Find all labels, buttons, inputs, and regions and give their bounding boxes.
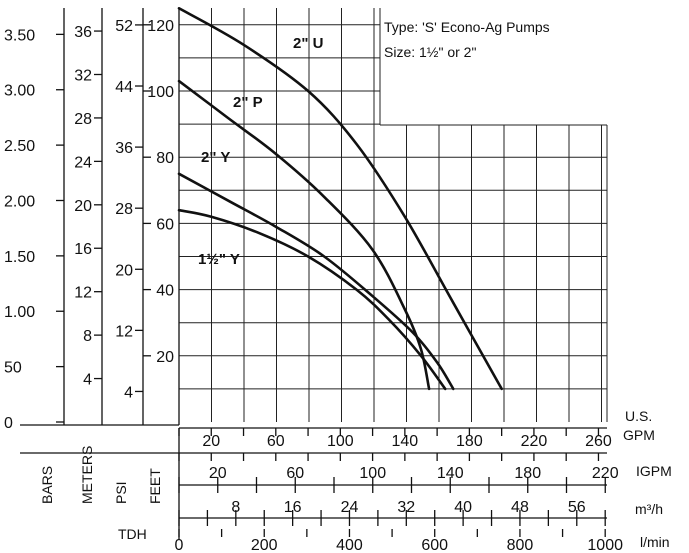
gpm-tick-label: 220 <box>521 433 548 450</box>
meters-tick-label: 24 <box>74 154 92 171</box>
m3h-tick-label: 16 <box>284 499 302 516</box>
bars-tick-label: 50 <box>4 360 22 377</box>
bars-tick-label: 3.00 <box>4 83 35 100</box>
meters-tick-label: 20 <box>74 198 92 215</box>
pump-curve-3 <box>177 208 447 391</box>
info-size-text: Size: 1½" or 2" <box>384 44 476 60</box>
lmin-tick-label: 600 <box>421 537 448 553</box>
gpm-label-top: U.S. <box>625 408 652 424</box>
lmin-tick-label: 200 <box>251 537 278 553</box>
bars-tick-label: 3.50 <box>4 27 35 44</box>
meters-tick-label: 16 <box>74 241 92 258</box>
pump-curves <box>177 7 503 391</box>
pump-curve-2 <box>177 172 455 391</box>
meters-axis-title: METERS <box>79 446 95 504</box>
bars-tick-label: 2.50 <box>4 138 35 155</box>
psi-tick-label: 12 <box>115 323 133 340</box>
axes: 0501.001.502.002.503.003.504812162024283… <box>4 8 623 553</box>
igpm-tick-label: 220 <box>592 465 619 482</box>
lmin-label: l/min <box>640 534 670 550</box>
lmin-tick-label: 800 <box>507 537 534 553</box>
bars-axis-title: BARS <box>39 466 55 504</box>
psi-tick-label: 44 <box>115 79 133 96</box>
psi-tick-label: 52 <box>115 18 133 35</box>
m3h-tick-label: 32 <box>397 499 415 516</box>
meters-tick-label: 36 <box>74 24 92 41</box>
m3h-tick-label: 40 <box>454 499 472 516</box>
gpm-tick-label: 60 <box>267 433 285 450</box>
meters-tick-label: 12 <box>74 285 92 302</box>
psi-axis-title: PSI <box>113 481 129 504</box>
igpm-label: IGPM <box>636 463 672 479</box>
pump-curve-1 <box>177 79 431 391</box>
igpm-tick-label: 20 <box>209 465 227 482</box>
igpm-tick-label: 140 <box>437 465 464 482</box>
feet-tick-label: 100 <box>147 84 174 101</box>
igpm-tick-label: 100 <box>359 465 386 482</box>
tdh-label: TDH <box>118 526 147 542</box>
igpm-tick-label: 180 <box>514 465 541 482</box>
gpm-tick-label: 20 <box>202 433 220 450</box>
igpm-tick-label: 60 <box>286 465 304 482</box>
curve-label-2y: 2" Y <box>201 149 230 166</box>
pump-curve-0 <box>177 7 503 391</box>
lmin-tick-label: 1000 <box>587 537 623 553</box>
m3h-tick-label: 48 <box>511 499 529 516</box>
meters-tick-label: 8 <box>83 328 92 345</box>
gpm-tick-label: 100 <box>327 433 354 450</box>
psi-tick-label: 20 <box>115 262 133 279</box>
bars-tick-label: 0 <box>4 415 13 432</box>
bars-tick-label: 1.00 <box>4 304 35 321</box>
feet-tick-label: 80 <box>156 150 174 167</box>
feet-tick-label: 120 <box>147 18 174 35</box>
info-box: Type: 'S' Econo-Ag Pumps Size: 1½" or 2" <box>384 19 550 60</box>
meters-tick-label: 28 <box>74 111 92 128</box>
psi-tick-label: 36 <box>115 140 133 157</box>
curve-label-2u: 2" U <box>293 35 323 52</box>
m3h-tick-label: 24 <box>341 499 359 516</box>
meters-tick-label: 32 <box>74 67 92 84</box>
feet-tick-label: 20 <box>156 349 174 366</box>
bars-tick-label: 1.50 <box>4 249 35 266</box>
feet-tick-label: 60 <box>156 216 174 233</box>
psi-tick-label: 4 <box>124 384 133 401</box>
info-type-text: Type: 'S' Econo-Ag Pumps <box>384 19 550 35</box>
psi-tick-label: 28 <box>115 201 133 218</box>
m3h-label: m³/h <box>635 501 663 517</box>
gpm-tick-label: 260 <box>585 433 612 450</box>
feet-axis-title: FEET <box>147 468 163 504</box>
gpm-tick-label: 180 <box>456 433 483 450</box>
lmin-tick-label: 400 <box>336 537 363 553</box>
meters-tick-label: 4 <box>83 372 92 389</box>
curve-label-1-5y: 1½" Y <box>198 251 240 268</box>
curve-label-2p: 2" P <box>233 94 263 111</box>
bars-tick-label: 2.00 <box>4 193 35 210</box>
m3h-tick-label: 8 <box>231 499 240 516</box>
grid <box>179 8 608 422</box>
m3h-tick-label: 56 <box>568 499 586 516</box>
lmin-tick-label: 0 <box>175 537 184 553</box>
gpm-tick-label: 140 <box>392 433 419 450</box>
feet-tick-label: 40 <box>156 283 174 300</box>
gpm-label: GPM <box>623 427 655 443</box>
